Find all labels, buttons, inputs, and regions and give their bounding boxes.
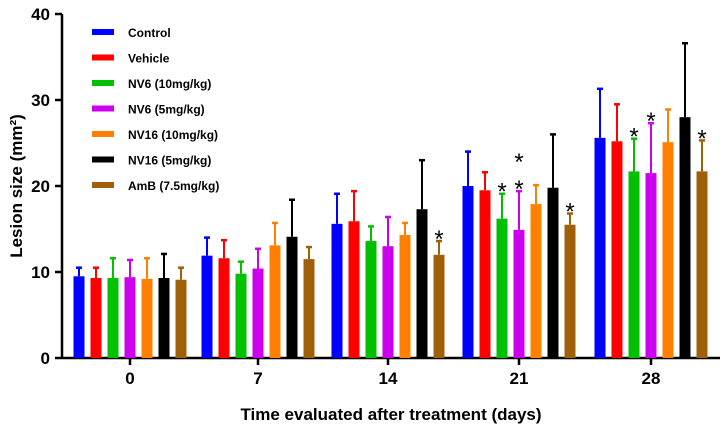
bar (252, 268, 264, 358)
legend-swatch (92, 54, 114, 61)
significance-asterisk: * (646, 108, 655, 135)
x-tick-label: 14 (379, 369, 398, 388)
bar (496, 218, 508, 358)
bar (547, 187, 559, 358)
legend-label: AmB (7.5mg/kg) (128, 179, 219, 193)
bar (331, 223, 343, 358)
bar (218, 258, 230, 358)
bar (679, 117, 691, 358)
legend-label: Control (128, 26, 171, 40)
bar (513, 229, 525, 358)
bar (611, 141, 623, 358)
significance-asterisk: * (497, 179, 506, 206)
bar (645, 173, 657, 358)
bar (462, 186, 474, 358)
legend-label: NV16 (10mg/kg) (128, 128, 218, 142)
significance-asterisk: * (434, 226, 443, 253)
bar (107, 278, 119, 358)
significance-asterisk: * (514, 176, 523, 203)
bar (365, 241, 377, 358)
bar (416, 209, 428, 358)
bar (158, 278, 170, 358)
legend-swatch (92, 29, 114, 35)
legend-swatch (92, 156, 114, 163)
bar (530, 204, 542, 358)
x-tick-label: 0 (125, 369, 134, 388)
bar (175, 279, 187, 358)
significance-asterisk: * (514, 149, 523, 176)
legend-label: NV16 (5mg/kg) (128, 154, 211, 168)
bar (124, 277, 136, 358)
bar (303, 259, 315, 358)
bar (201, 255, 213, 358)
bar (662, 142, 674, 358)
bar (399, 235, 411, 358)
bar (90, 278, 102, 358)
y-tick-label: 0 (41, 349, 50, 368)
bar (73, 276, 85, 358)
significance-asterisk: * (629, 124, 638, 151)
legend-swatch (92, 131, 114, 137)
legend-swatch (92, 182, 114, 188)
bar (594, 137, 606, 358)
y-tick-label: 10 (31, 263, 50, 282)
legend-swatch (92, 105, 114, 112)
bar (433, 254, 445, 358)
bar (269, 245, 281, 358)
bar (628, 171, 640, 358)
legend-label: NV6 (5mg/kg) (128, 103, 205, 117)
legend-swatch (92, 80, 114, 86)
legend-label: Vehicle (128, 52, 170, 66)
bar (348, 221, 360, 358)
significance-asterisk: * (565, 199, 574, 226)
bar (382, 246, 394, 358)
significance-asterisk: * (697, 125, 706, 152)
bar (141, 278, 153, 358)
y-tick-label: 40 (31, 5, 50, 24)
bar (696, 171, 708, 358)
y-axis-label: Lesion size (mm²) (7, 114, 26, 258)
y-tick-label: 30 (31, 91, 50, 110)
x-tick-label: 21 (510, 369, 529, 388)
bar (235, 273, 247, 358)
legend-label: NV6 (10mg/kg) (128, 77, 211, 91)
x-tick-label: 7 (253, 369, 262, 388)
bar (479, 190, 491, 358)
bar (564, 224, 576, 358)
x-axis-label: Time evaluated after treatment (days) (240, 405, 541, 424)
y-tick-label: 20 (31, 177, 50, 196)
bar (286, 236, 298, 358)
x-tick-label: 28 (642, 369, 661, 388)
